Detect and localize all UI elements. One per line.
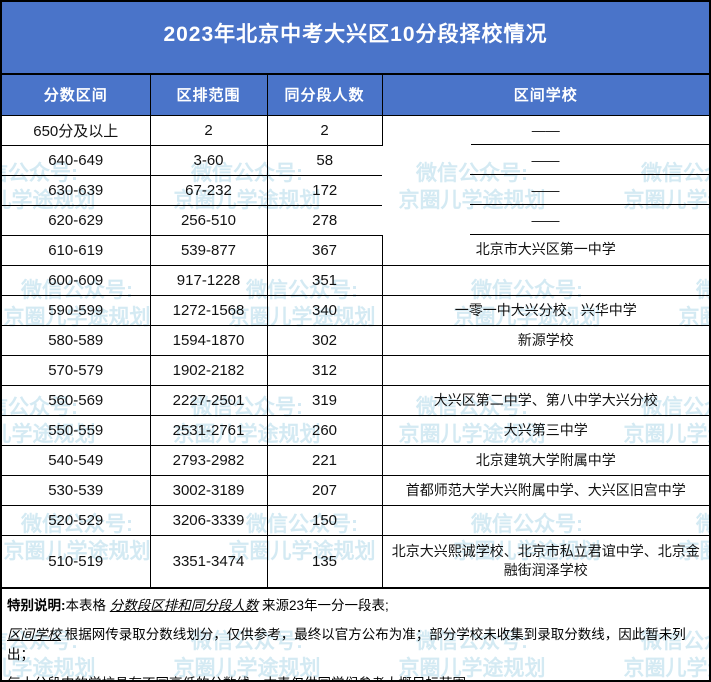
cell-rank-range: 2 <box>150 115 268 146</box>
table-row: 510-519 3351-3474 135 北京大兴熙诚学校、北京市私立君谊中学… <box>2 535 709 588</box>
cell-schools <box>382 355 709 386</box>
table-row: 560-569 2227-2501 319 大兴区第二中学、第八中学大兴分校 <box>2 385 709 416</box>
cell-schools: 新源学校 <box>382 325 709 356</box>
cell-schools: 大兴区第二中学、第八中学大兴分校 <box>382 385 709 416</box>
note-label: 特别说明: <box>7 598 66 613</box>
cell-rank-range: 3351-3474 <box>150 535 268 588</box>
note-emphasis-rank: 分数段区排和同分段人数 <box>109 598 259 613</box>
note-line-2: 区间学校 根据网传录取分数线划分，仅供参考，最终以官方公布为准；部分学校未收集到… <box>7 627 686 662</box>
table-row: 610-619 539-877 367 北京市大兴区第一中学 <box>2 235 709 266</box>
cell-count: 260 <box>267 415 383 446</box>
cell-score-range: 620-629 <box>2 205 151 236</box>
table-row: 600-609 917-1228 351 <box>2 265 709 296</box>
cell-rank-range: 2227-2501 <box>150 385 268 416</box>
table-row: 550-559 2531-2761 260 大兴第三中学 <box>2 415 709 446</box>
cell-rank-range: 539-877 <box>150 235 268 266</box>
cell-rank-range: 917-1228 <box>150 265 268 296</box>
cell-count: 2 <box>267 115 383 146</box>
cell-schools: —— <box>382 115 709 145</box>
cell-schools: 一零一中大兴分校、兴华中学 <box>382 295 709 326</box>
header-rank-range: 区排范围 <box>150 75 268 116</box>
cell-count: 135 <box>267 535 383 588</box>
cell-score-range: 530-539 <box>2 475 151 506</box>
cell-schools <box>382 265 709 296</box>
cell-count: 340 <box>267 295 383 326</box>
cell-score-range: 630-639 <box>2 175 151 206</box>
cell-count: 302 <box>267 325 383 356</box>
header-score-range: 分数区间 <box>2 75 151 116</box>
header-schools: 区间学校 <box>382 75 709 116</box>
cell-score-range: 640-649 <box>2 145 151 176</box>
cell-rank-range: 3002-3189 <box>150 475 268 506</box>
cell-rank-range: 2793-2982 <box>150 445 268 476</box>
cell-rank-range: 2531-2761 <box>150 415 268 446</box>
table-row: 650分及以上 2 2 —— <box>2 115 709 146</box>
table-row: 640-649 3-60 58 —— <box>2 145 709 176</box>
cell-rank-range: 67-232 <box>150 175 268 206</box>
cell-schools: —— <box>382 145 709 175</box>
note-line-1: 特别说明:本表格 分数段区排和同分段人数 来源23年一分一段表; <box>7 598 389 613</box>
cell-count: 278 <box>267 205 382 236</box>
table-row: 540-549 2793-2982 221 北京建筑大学附属中学 <box>2 445 709 476</box>
header-row: 分数区间 区排范围 同分段人数 区间学校 <box>2 75 709 116</box>
cell-rank-range: 3-60 <box>150 145 268 176</box>
cell-schools: 首都师范大学大兴附属中学、大兴区旧宫中学 <box>382 475 709 506</box>
cell-count: 351 <box>267 265 383 296</box>
table-row: 580-589 1594-1870 302 新源学校 <box>2 325 709 356</box>
title-banner: 2023年北京中考大兴区10分段择校情况 <box>2 2 709 75</box>
note-emphasis-schools: 区间学校 <box>7 627 61 642</box>
cell-score-range: 590-599 <box>2 295 151 326</box>
cell-score-range: 570-579 <box>2 355 151 386</box>
cell-schools: —— <box>382 205 709 235</box>
cell-score-range: 610-619 <box>2 235 151 266</box>
cell-schools: 北京大兴熙诚学校、北京市私立君谊中学、北京金融街润泽学校 <box>391 543 700 579</box>
cell-count: 221 <box>267 445 383 476</box>
cell-count: 58 <box>267 145 382 176</box>
cell-rank-range: 3206-3339 <box>150 505 268 536</box>
cell-score-range: 510-519 <box>2 535 151 588</box>
cell-count: 172 <box>267 175 382 206</box>
table-row: 590-599 1272-1568 340 一零一中大兴分校、兴华中学 <box>2 295 709 326</box>
table-row: 570-579 1902-2182 312 <box>2 355 709 386</box>
score-segment-table: 分数区间 区排范围 同分段人数 区间学校 650分及以上 2 2 —— 640-… <box>2 75 709 589</box>
table-row: 530-539 3002-3189 207 首都师范大学大兴附属中学、大兴区旧宫… <box>2 475 709 506</box>
cell-count: 150 <box>267 505 383 536</box>
cell-schools: 北京建筑大学附属中学 <box>382 445 709 476</box>
cell-schools: 北京市大兴区第一中学 <box>382 235 709 266</box>
table-row: 620-629 256-510 278 —— <box>2 205 709 236</box>
table-row: 520-529 3206-3339 150 <box>2 505 709 536</box>
cell-count: 312 <box>267 355 383 386</box>
cell-count: 207 <box>267 475 383 506</box>
cell-schools: —— <box>382 175 709 205</box>
cell-score-range: 650分及以上 <box>2 115 151 146</box>
cell-score-range: 550-559 <box>2 415 151 446</box>
cell-schools: 大兴第三中学 <box>382 415 709 446</box>
note-line-3: 每十分段内的学校具有不同高低的分数线，本表仅供同学们参考大概目标范围。 <box>7 674 703 680</box>
notes-section: 特别说明:本表格 分数段区排和同分段人数 来源23年一分一段表; 区间学校 根据… <box>2 589 709 680</box>
header-segment-count: 同分段人数 <box>267 75 383 116</box>
table-row: 630-639 67-232 172 —— <box>2 175 709 206</box>
cell-score-range: 540-549 <box>2 445 151 476</box>
cell-score-range: 520-529 <box>2 505 151 536</box>
cell-score-range: 600-609 <box>2 265 151 296</box>
page-title: 2023年北京中考大兴区10分段择校情况 <box>163 22 548 46</box>
cell-rank-range: 1902-2182 <box>150 355 268 386</box>
cell-score-range: 560-569 <box>2 385 151 416</box>
cell-count: 319 <box>267 385 383 416</box>
cell-score-range: 580-589 <box>2 325 151 356</box>
cell-rank-range: 1272-1568 <box>150 295 268 326</box>
cell-count: 367 <box>267 235 383 266</box>
cell-rank-range: 256-510 <box>150 205 268 236</box>
cell-schools <box>382 505 709 536</box>
cell-rank-range: 1594-1870 <box>150 325 268 356</box>
